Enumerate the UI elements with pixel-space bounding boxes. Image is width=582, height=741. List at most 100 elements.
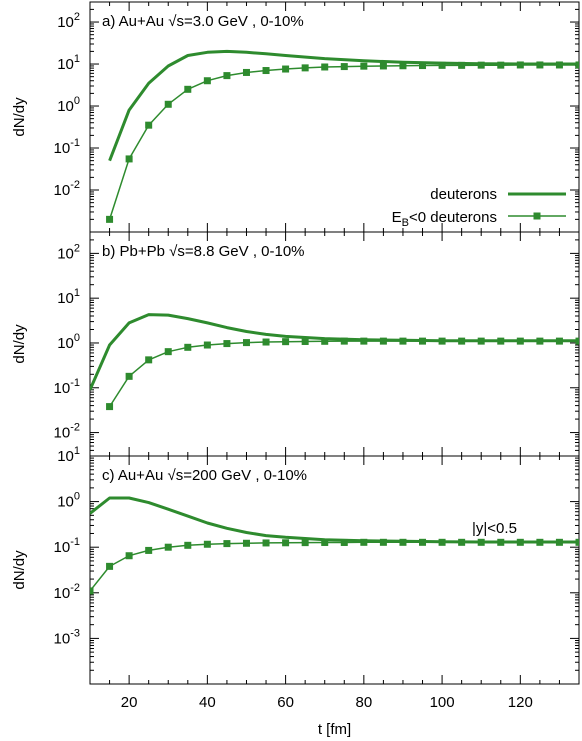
data-point-marker	[340, 337, 348, 345]
data-point-marker	[145, 546, 153, 554]
series-line-bound-deuterons	[108, 64, 579, 220]
series-line-bound-deuterons	[108, 340, 579, 408]
rapidity-annotation: |y|<0.5	[472, 520, 517, 537]
y-tick-exponent: -1	[70, 137, 80, 149]
y-tick-base: 10	[57, 290, 74, 307]
data-point-marker	[242, 339, 250, 347]
data-point-marker	[477, 337, 485, 345]
x-tick-label: 80	[355, 694, 372, 711]
x-tick-label: 20	[121, 694, 138, 711]
data-point-marker	[301, 337, 309, 345]
data-point-marker	[340, 538, 348, 546]
data-point-marker	[223, 540, 231, 548]
y-tick-label: 101	[57, 53, 80, 73]
data-point-marker	[536, 538, 544, 546]
y-tick-exponent: 1	[74, 445, 80, 457]
y-tick-base: 10	[57, 245, 74, 262]
data-point-marker	[516, 61, 524, 69]
data-point-marker	[242, 539, 250, 547]
data-point-marker	[555, 538, 563, 546]
data-point-marker	[164, 348, 172, 356]
data-point-marker	[282, 65, 290, 73]
y-tick-label: 100	[57, 332, 80, 352]
y-tick-base: 10	[57, 448, 74, 465]
data-point-marker	[340, 63, 348, 71]
y-tick-exponent: -1	[70, 377, 80, 389]
y-tick-exponent: -1	[70, 536, 80, 548]
data-point-marker	[497, 337, 505, 345]
data-point-marker	[184, 343, 192, 351]
y-tick-exponent: 0	[74, 491, 80, 503]
y-tick-label: 10-3	[54, 627, 80, 647]
y-tick-label: 10-2	[54, 179, 80, 199]
data-point-marker	[379, 337, 387, 345]
data-point-marker	[242, 68, 250, 76]
data-point-marker	[203, 341, 211, 349]
y-tick-base: 10	[54, 380, 71, 397]
panel-frame	[89, 231, 580, 457]
data-point-marker	[262, 67, 270, 75]
data-point-marker	[555, 337, 563, 345]
data-point-marker	[321, 337, 329, 345]
data-point-marker	[379, 538, 387, 546]
data-point-marker	[497, 538, 505, 546]
legend-label-main: E	[392, 209, 402, 226]
y-tick-base: 10	[57, 335, 74, 352]
data-point-marker	[399, 337, 407, 345]
data-point-marker	[223, 340, 231, 348]
y-tick-base: 10	[54, 425, 71, 442]
y-tick-label: 102	[57, 242, 80, 262]
data-point-marker	[321, 63, 329, 71]
data-point-marker	[516, 337, 524, 345]
data-point-marker	[145, 356, 153, 364]
data-point-marker	[458, 337, 466, 345]
y-axis-title: dN/dy	[11, 550, 28, 590]
y-axis-title: dN/dy	[11, 324, 28, 364]
y-tick-exponent: 1	[74, 287, 80, 299]
y-tick-base: 10	[54, 630, 71, 647]
data-point-marker	[399, 538, 407, 546]
y-tick-label: 10-1	[54, 137, 80, 157]
data-point-marker	[477, 61, 485, 69]
data-point-marker	[203, 540, 211, 548]
data-point-marker	[282, 338, 290, 346]
y-tick-exponent: 1	[74, 53, 80, 65]
data-point-marker	[360, 538, 368, 546]
y-tick-label: 10-2	[54, 422, 80, 442]
data-point-marker	[516, 538, 524, 546]
y-tick-exponent: -2	[70, 582, 80, 594]
data-point-marker	[90, 587, 94, 595]
data-point-marker	[536, 61, 544, 69]
legend-label-rest: <0 deuterons	[409, 209, 497, 226]
data-point-marker	[106, 215, 114, 223]
y-tick-label: 101	[57, 287, 80, 307]
data-point-marker	[419, 62, 427, 70]
y-tick-base: 10	[54, 585, 71, 602]
data-point-marker	[301, 539, 309, 547]
y-tick-label: 100	[57, 95, 80, 115]
x-axis-title: t [fm]	[318, 721, 351, 738]
panel-frame	[89, 455, 580, 685]
data-point-marker	[438, 61, 446, 69]
data-point-marker	[575, 61, 579, 69]
data-point-marker	[223, 72, 231, 80]
data-point-marker	[321, 538, 329, 546]
x-tick-label: 120	[508, 694, 533, 711]
data-point-marker	[575, 337, 579, 345]
data-point-marker	[262, 338, 270, 346]
legend-label-deuterons: deuterons	[430, 186, 497, 203]
data-point-marker	[125, 552, 133, 560]
data-point-marker	[125, 372, 133, 380]
data-point-marker	[379, 62, 387, 70]
panel-frame	[89, 1, 580, 233]
series-line-deuterons	[90, 313, 579, 391]
x-tick-label: 40	[199, 694, 216, 711]
data-point-marker	[360, 62, 368, 70]
y-tick-base: 10	[54, 140, 71, 157]
panel-title: c) Au+Au √s=200 GeV , 0-10%	[102, 467, 307, 484]
data-point-marker	[497, 61, 505, 69]
y-tick-base: 10	[54, 182, 71, 199]
y-axis-title: dN/dy	[11, 97, 28, 137]
data-point-marker	[458, 538, 466, 546]
